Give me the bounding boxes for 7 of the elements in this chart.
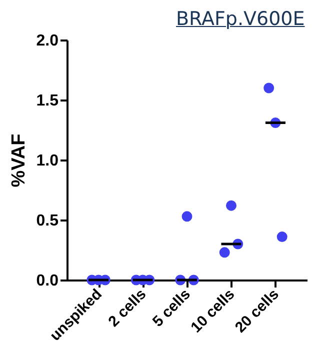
y-tick-label: 0.0 — [36, 272, 59, 290]
y-tick-label: 2.0 — [36, 32, 59, 50]
y-tick-label: 1.5 — [36, 92, 59, 110]
y-tick-label: 1.0 — [36, 152, 59, 170]
y-axis-title: %VAF — [8, 134, 30, 188]
y-tick-label: 0.5 — [36, 212, 59, 230]
chart-title: BRAFp.V600E — [176, 8, 305, 30]
